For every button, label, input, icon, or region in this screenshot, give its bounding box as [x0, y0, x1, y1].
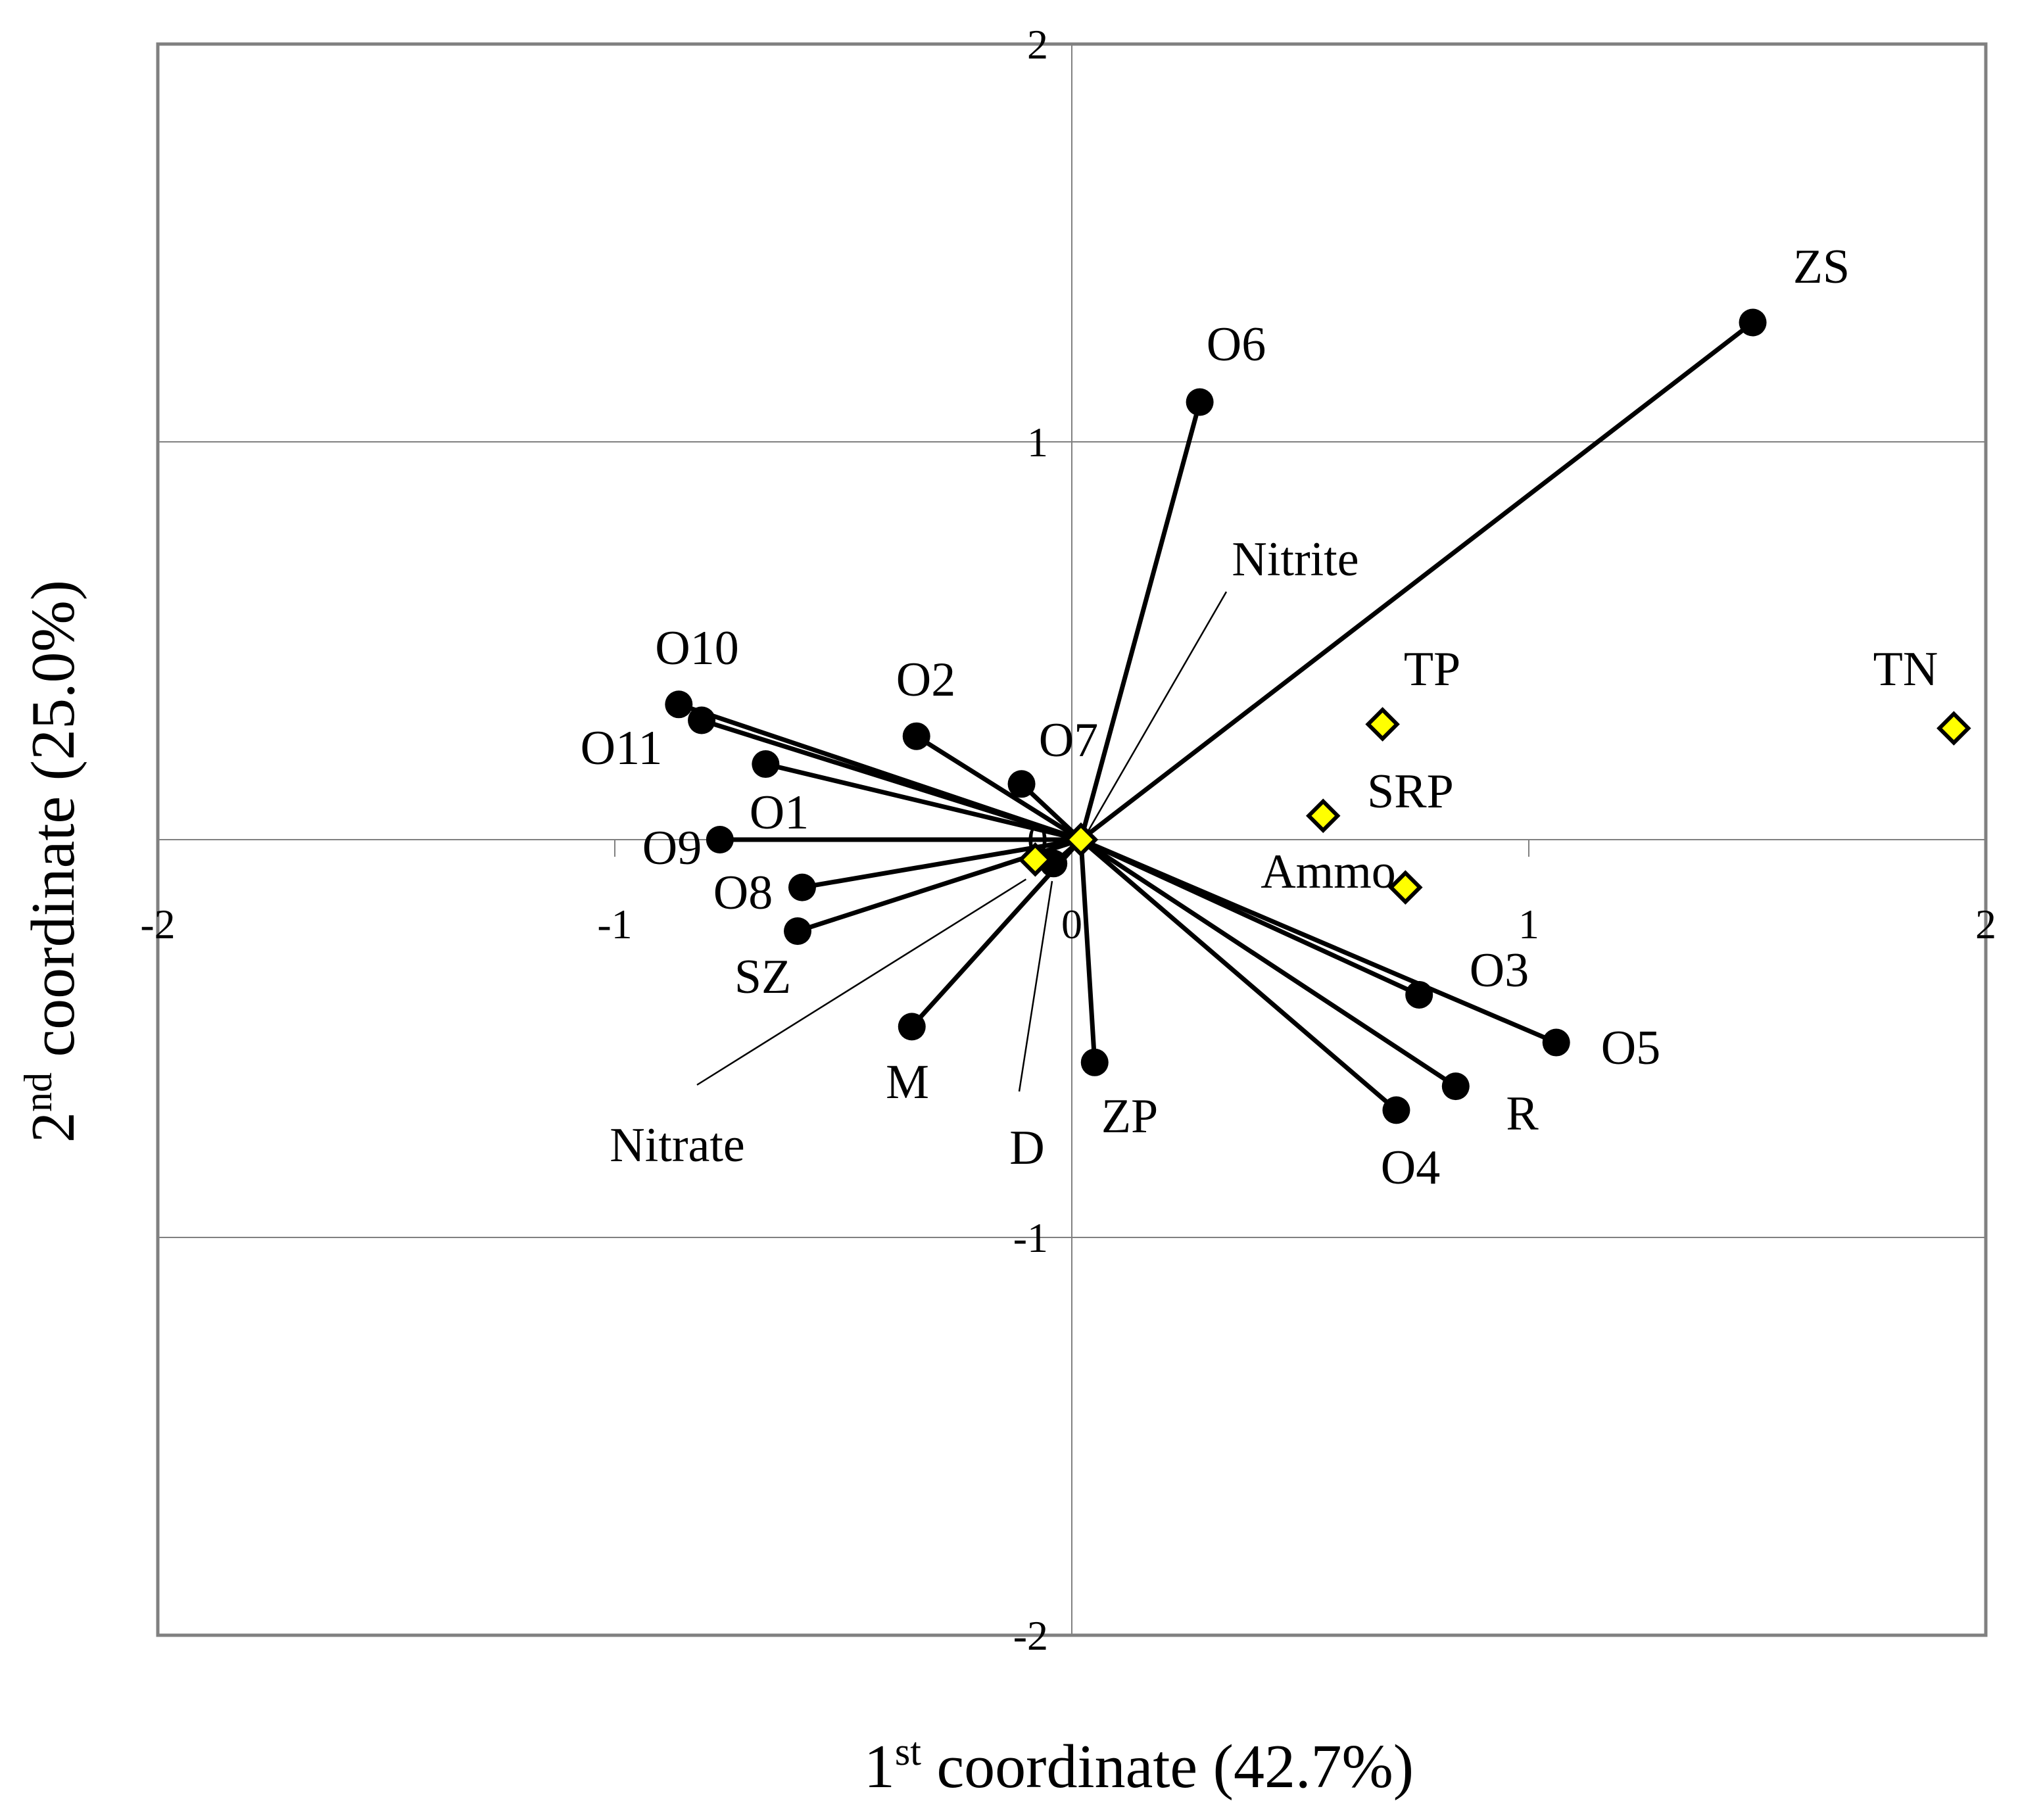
site-vector-zs [1078, 320, 1756, 842]
x-axis-title: 1st coordinate (42.7%) [864, 1730, 1414, 1801]
site-point-o6 [1186, 388, 1214, 416]
site-point-o11 [688, 706, 716, 734]
site-vector-o4 [1078, 837, 1399, 1113]
variable-point-nitrite [1063, 822, 1099, 857]
site-label-d: D [1009, 1121, 1044, 1175]
site-label-o3: O3 [1470, 944, 1529, 997]
variable-point-tn [1936, 711, 1971, 746]
y-tick-label: -2 [1013, 1612, 1048, 1659]
x-tick-label: -2 [140, 901, 175, 947]
site-label-o10: O10 [655, 621, 738, 675]
site-point-o3 [1405, 980, 1433, 1009]
site-point-o8 [788, 873, 816, 901]
site-point-m [898, 1013, 926, 1041]
leader-line-nitrate [696, 878, 1027, 1086]
site-point-o7 [1007, 770, 1036, 798]
site-label-r: R [1506, 1087, 1539, 1141]
site-label-zp: ZP [1101, 1090, 1158, 1143]
site-point-o4 [1382, 1096, 1410, 1124]
site-vector-zp [1078, 837, 1097, 1065]
variable-label-tp: TP [1404, 642, 1460, 696]
site-label-o11: O11 [581, 721, 663, 775]
site-point-o10 [665, 690, 693, 719]
variable-label-tn: TN [1873, 642, 1938, 696]
variable-label-srp: SRP [1367, 765, 1454, 819]
y-axis-title-superscript: nd [16, 1072, 60, 1112]
site-label-o1: O1 [750, 786, 809, 840]
site-label-o7: O7 [1039, 713, 1098, 767]
site-vector-o1 [763, 761, 1084, 842]
site-label-o2: O2 [896, 653, 955, 707]
variable-label-nitrite: Nitrite [1232, 533, 1359, 587]
leader-line-d [1018, 880, 1053, 1092]
variable-label-ammo: Ammo [1261, 845, 1396, 899]
variable-points [1018, 707, 1971, 905]
site-label-o4: O4 [1381, 1141, 1440, 1195]
site-point-r [1441, 1072, 1470, 1101]
variable-point-ammo [1388, 870, 1423, 905]
site-vector-o2 [914, 734, 1084, 842]
site-label-zs: ZS [1793, 240, 1850, 294]
site-point-o2 [902, 722, 930, 750]
site-label-sz: SZ [734, 950, 791, 1004]
x-tick-label: -1 [597, 901, 632, 947]
variable-label-nitrate: Nitrate [610, 1118, 744, 1172]
site-point-zp [1080, 1048, 1109, 1076]
variable-point-srp [1306, 798, 1341, 833]
site-vector-o6 [1078, 400, 1203, 842]
site-vector-o5 [1078, 837, 1559, 1045]
site-vector-r [1078, 837, 1458, 1089]
site-point-o5 [1542, 1028, 1570, 1057]
site-point-o9 [706, 826, 734, 853]
site-label-o9: O9 [642, 821, 702, 875]
x-tick-label: 2 [1975, 901, 1996, 947]
site-label-o5: O5 [1601, 1021, 1660, 1075]
site-label-m: M [886, 1055, 929, 1109]
y-axis-title: 2nd coordinate (25.0%) [16, 580, 87, 1143]
y-tick-label: 1 [1027, 419, 1048, 466]
variable-point-nitrate [1018, 842, 1053, 877]
x-axis-title-superscript: st [895, 1730, 921, 1773]
leader-lines [696, 591, 1228, 1092]
site-point-sz [784, 917, 811, 946]
y-tick-label: -1 [1013, 1214, 1048, 1261]
site-point-zs [1739, 308, 1767, 337]
site-vectors [676, 320, 1756, 1113]
site-label-o8: O8 [713, 866, 773, 920]
y-tick-label: 2 [1027, 21, 1048, 68]
x-tick-label: 0 [1061, 901, 1082, 947]
site-point-o1 [752, 750, 780, 778]
site-label-o6: O6 [1207, 318, 1266, 371]
x-tick-label: 1 [1518, 901, 1539, 947]
site-vector-o11 [699, 718, 1084, 842]
variable-point-tp [1365, 707, 1400, 742]
site-points [665, 308, 1767, 1124]
leader-line-nitrite [1085, 591, 1228, 835]
